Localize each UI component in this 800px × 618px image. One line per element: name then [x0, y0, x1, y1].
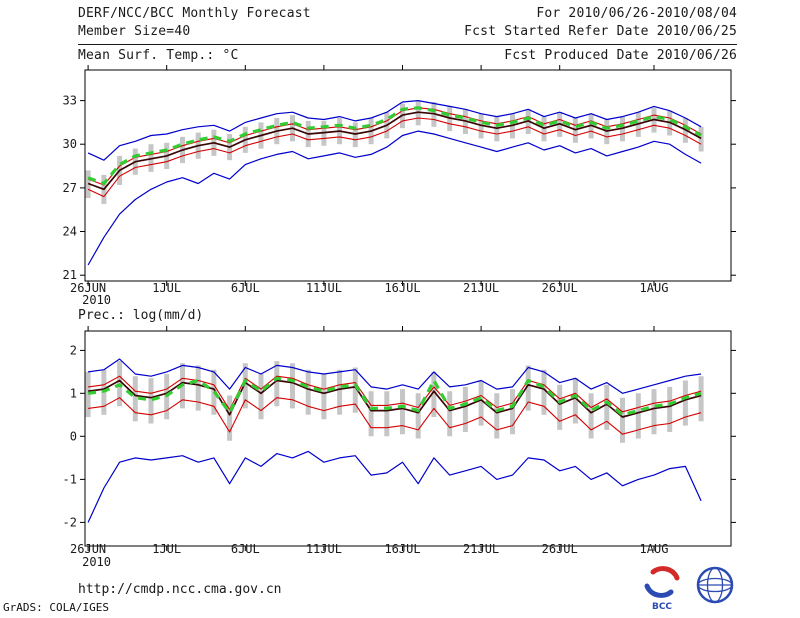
bcc-logo-icon: BCC: [644, 566, 680, 611]
x-tick-label: 6JUL: [231, 281, 260, 295]
fcst-produced-date: Fcst Produced Date 2010/06/26: [504, 48, 737, 63]
series-ensemble-max: [88, 358, 702, 394]
x-tick-label: 1AUG: [640, 542, 669, 556]
x-tick-label: 16JUL: [384, 281, 420, 295]
bcc-logo-blue-swirl: [644, 583, 674, 598]
y-tick-label: 2: [70, 343, 77, 357]
x-tick-label: 1AUG: [640, 281, 669, 295]
y-tick-label: 21: [63, 268, 77, 282]
x-year-label: 2010: [82, 293, 111, 307]
x-tick-label: 26JUL: [542, 281, 578, 295]
x-tick-label: 26JUN: [70, 281, 106, 295]
series-ensemble-min: [87, 450, 702, 523]
grads-credit: GrADS: COLA/IGES: [3, 601, 109, 614]
y-tick-label: 1: [70, 386, 77, 400]
x-tick-label: 1JUL: [152, 281, 181, 295]
header-row-2: Member Size=40 Fcst Started Refer Date 2…: [78, 24, 737, 39]
precipitation-forecast-chart: -2 -1 0 1 2 26JUN 1JUL 6JUL 11JUL 16JUL 21JUL 26JUL…: [63, 326, 736, 569]
x-tick-label: 6JUL: [231, 542, 260, 556]
series-ensemble-median: [87, 106, 702, 186]
bcc-logo-label: BCC: [652, 602, 672, 611]
top-chart-variable-label: Mean Surf. Temp.: °C: [78, 48, 239, 63]
x-tick-label: 26JUL: [542, 542, 578, 556]
member-size-label: Member Size=40: [78, 24, 191, 39]
x-tick-label: 11JUL: [306, 281, 342, 295]
x-tick-label: 11JUL: [306, 542, 342, 556]
logos: BCC: [640, 563, 738, 611]
y-tick-label: 33: [63, 94, 77, 108]
series-upper-quartile: [88, 375, 702, 413]
x-tick-label: 16JUL: [384, 542, 420, 556]
page-title: DERF/NCC/BCC Monthly Forecast: [78, 6, 311, 21]
header-row-1: DERF/NCC/BCC Monthly Forecast For 2010/0…: [78, 6, 737, 21]
temperature-forecast-chart: 21 24 27 30 33 26JUN 1JUL 6JUL 11JUL 16JUL 21JUL 26…: [63, 65, 736, 307]
bottom-chart-variable-label: Prec.: log(mm/d): [78, 308, 204, 323]
series-ensemble-median: [87, 376, 702, 417]
series-ensemble-max: [87, 99, 702, 161]
ncc-logo-icon: [696, 566, 734, 604]
y-tick-label: -2: [63, 515, 77, 529]
plot-frame: [84, 69, 732, 282]
series-lower-quartile: [87, 117, 702, 198]
series-ensemble-min: [87, 130, 702, 266]
forecast-range: For 2010/06/26-2010/08/04: [536, 6, 737, 21]
x-tick-label: 1JUL: [152, 542, 181, 556]
x-tick-label: 21JUL: [463, 281, 499, 295]
x-tick-label: 21JUL: [463, 542, 499, 556]
y-tick-label: -1: [63, 472, 77, 486]
bcc-logo-red-swirl: [650, 566, 680, 581]
y-tick-label: 24: [63, 225, 77, 239]
header-divider: [78, 44, 737, 45]
x-tick-label: 26JUN: [70, 542, 106, 556]
y-tick-label: 27: [63, 181, 77, 195]
series-lower-quartile: [88, 397, 702, 435]
y-tick-label: 30: [63, 137, 77, 151]
header-row-3: Mean Surf. Temp.: °C Fcst Produced Date …: [78, 48, 737, 63]
series-ensemble-mean: [87, 111, 702, 191]
website-url: http://cmdp.ncc.cma.gov.cn: [78, 582, 282, 597]
fcst-start-date: Fcst Started Refer Date 2010/06/25: [464, 24, 737, 39]
y-tick-label: 0: [70, 429, 77, 443]
plot-frame: [84, 330, 732, 547]
x-year-label: 2010: [82, 555, 111, 569]
